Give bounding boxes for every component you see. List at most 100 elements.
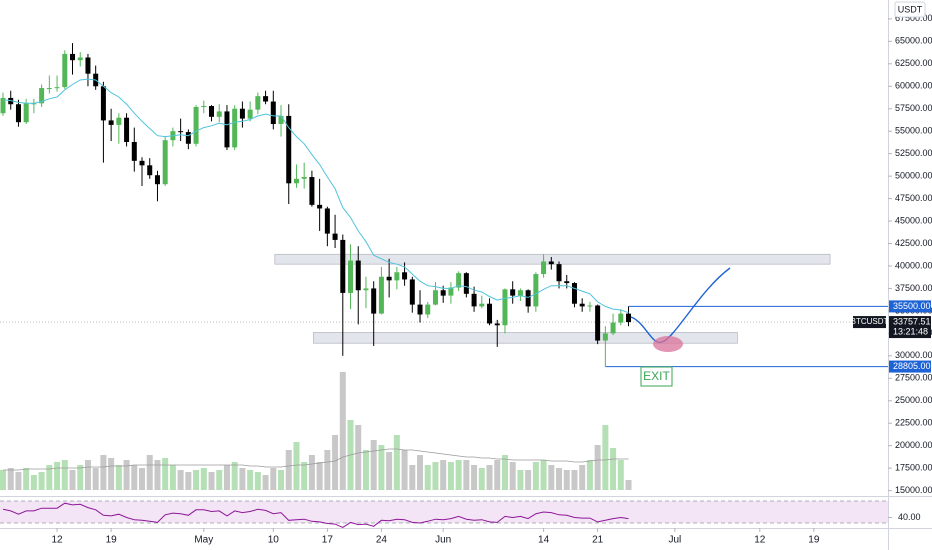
candle-body bbox=[463, 273, 469, 294]
candle-body bbox=[46, 88, 52, 90]
y-tick-label: 62500.00 bbox=[895, 58, 932, 68]
candle-body bbox=[54, 87, 60, 89]
candle-body bbox=[23, 103, 29, 123]
rsi-band bbox=[0, 501, 888, 523]
candle-body bbox=[556, 264, 562, 282]
zone bbox=[313, 332, 738, 344]
volume-bar bbox=[38, 472, 45, 490]
candle-body bbox=[178, 131, 184, 133]
candle-body bbox=[363, 288, 369, 291]
volume-bar bbox=[131, 465, 138, 490]
volume-bar bbox=[316, 462, 323, 490]
candle-body bbox=[378, 276, 384, 314]
y-tick-label: 55000.00 bbox=[895, 126, 932, 136]
volume-bar bbox=[332, 435, 339, 490]
candle-body bbox=[541, 261, 547, 275]
volume-bar bbox=[447, 462, 454, 490]
candle-body bbox=[139, 160, 145, 166]
volume-bar bbox=[185, 472, 192, 490]
volume-bar bbox=[548, 465, 555, 490]
volume-bar bbox=[278, 470, 285, 490]
candle-body bbox=[579, 303, 585, 307]
symbol-box bbox=[853, 316, 886, 329]
candle-body bbox=[602, 333, 608, 341]
volume-bar bbox=[417, 455, 424, 490]
currency-label: USDT bbox=[898, 4, 923, 14]
level-price-label: 35500.00 bbox=[893, 301, 931, 311]
volume-bar bbox=[293, 442, 300, 490]
volume-bar bbox=[378, 445, 385, 490]
volume-bar bbox=[532, 462, 539, 490]
y-tick-label: 52500.00 bbox=[895, 148, 932, 158]
volume-bar bbox=[23, 468, 30, 490]
candle-body bbox=[371, 288, 377, 314]
x-tick-label: 17 bbox=[322, 535, 334, 546]
volume-bar bbox=[339, 372, 346, 490]
volume-bar bbox=[501, 455, 508, 490]
volume-bar bbox=[486, 465, 493, 490]
candle-body bbox=[116, 117, 122, 125]
candle-body bbox=[309, 177, 315, 205]
candle-body bbox=[147, 165, 153, 176]
candle-body bbox=[216, 111, 222, 117]
volume-bar bbox=[92, 468, 99, 490]
candle-body bbox=[100, 86, 106, 121]
volume-bar bbox=[0, 470, 7, 490]
candle-body bbox=[610, 322, 616, 334]
volume-bar bbox=[440, 460, 447, 490]
y-tick-label: 65000.00 bbox=[895, 36, 932, 46]
volume-bar bbox=[471, 465, 478, 490]
y-tick-label: 40000.00 bbox=[895, 260, 932, 270]
candle-body bbox=[154, 175, 160, 185]
volume-bar bbox=[69, 470, 76, 490]
volume-bar bbox=[154, 460, 161, 490]
y-tick-label: 27500.00 bbox=[895, 373, 932, 383]
volume-bar bbox=[540, 460, 547, 490]
y-tick-label: 57500.00 bbox=[895, 103, 932, 113]
rsi-tick-label: 40.00 bbox=[898, 512, 921, 522]
y-tick-label: 25000.00 bbox=[895, 395, 932, 405]
exit-label: EXIT bbox=[643, 369, 670, 383]
volume-bar bbox=[270, 468, 277, 490]
x-tick-label: Jul bbox=[668, 535, 681, 546]
candle-body bbox=[618, 313, 624, 323]
volume-bar bbox=[162, 458, 169, 490]
volume-bar bbox=[193, 470, 200, 490]
y-tick-label: 60000.00 bbox=[895, 81, 932, 91]
candle-body bbox=[324, 208, 330, 234]
candle-body bbox=[502, 289, 508, 326]
last-price-label: 33757.51 bbox=[893, 316, 931, 326]
volume-bar bbox=[625, 480, 632, 490]
candle-body bbox=[332, 233, 338, 240]
volume-bar bbox=[84, 460, 91, 490]
candle-body bbox=[31, 103, 37, 105]
volume-bar bbox=[409, 465, 416, 490]
x-tick-label: 10 bbox=[268, 535, 280, 546]
candle-body bbox=[124, 117, 130, 142]
candle-body bbox=[317, 204, 323, 209]
volume-bar bbox=[254, 472, 261, 490]
volume-bar bbox=[525, 470, 532, 490]
x-tick-label: May bbox=[194, 535, 213, 546]
candle-body bbox=[394, 272, 400, 281]
candle-body bbox=[432, 290, 438, 305]
candle-body bbox=[301, 177, 307, 179]
candle-body bbox=[62, 53, 68, 88]
x-tick-label: 14 bbox=[538, 535, 550, 546]
volume-bar bbox=[324, 450, 331, 490]
candle-body bbox=[201, 106, 207, 108]
volume-bar bbox=[54, 462, 61, 490]
candle-body bbox=[409, 279, 415, 305]
volume-bar bbox=[517, 470, 524, 490]
volume-bar bbox=[556, 468, 563, 490]
volume-bar bbox=[77, 465, 84, 490]
y-tick-label: 50000.00 bbox=[895, 170, 932, 180]
candle-body bbox=[525, 290, 531, 307]
candle-body bbox=[70, 53, 76, 61]
volume-bar bbox=[617, 460, 624, 490]
volume-bar bbox=[208, 472, 215, 490]
x-tick-label: 12 bbox=[754, 535, 766, 546]
volume-bar bbox=[177, 470, 184, 490]
volume-bar bbox=[285, 450, 292, 490]
